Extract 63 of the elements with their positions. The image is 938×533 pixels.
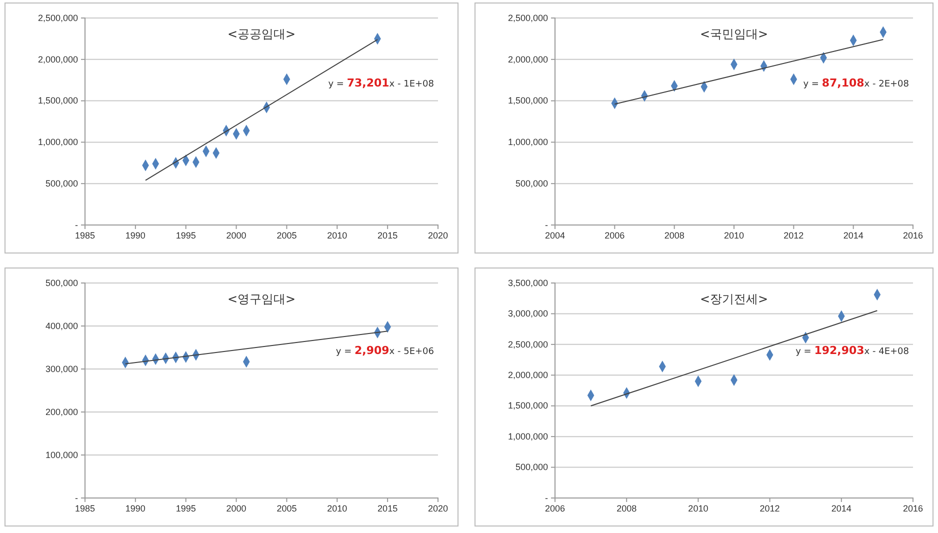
x-tick-label: 2000 [226, 503, 246, 514]
x-tick-label: 2005 [276, 230, 297, 240]
y-tick-label: 400,000 [45, 320, 78, 331]
y-tick-label: 1,500,000 [508, 400, 548, 411]
y-tick-label: 1,000,000 [508, 137, 548, 148]
y-tick-label: 1,500,000 [38, 96, 78, 106]
x-tick-label: 1985 [74, 503, 96, 514]
y-tick-label: 200,000 [45, 406, 78, 417]
y-tick-label: - [545, 492, 548, 503]
x-tick-label: 2020 [428, 503, 448, 514]
y-tick-label: 100,000 [45, 450, 78, 460]
annotation: y = 87,108x - 2E+08 [803, 76, 910, 90]
y-tick-label: 2,500,000 [38, 12, 78, 23]
y-tick-label: 1,000,000 [38, 137, 78, 148]
x-tick-label: 1995 [176, 503, 196, 514]
x-tick-label: 1990 [125, 503, 146, 514]
x-tick-label: 2000 [226, 230, 246, 240]
y-tick-label: - [75, 220, 78, 230]
y-tick-label: 500,000 [515, 462, 548, 472]
annotation: y = 192,903x - 4E+08 [796, 344, 910, 357]
text: <국민임대> [700, 27, 768, 41]
y-tick-label: 2,500,000 [508, 339, 548, 350]
y-tick-label: 2,000,000 [508, 54, 548, 64]
x-tick-label: 2014 [831, 503, 852, 514]
y-tick-label: 1,000,000 [508, 431, 548, 442]
x-tick-label: 2008 [664, 230, 684, 240]
y-tick-label: 300,000 [45, 364, 78, 374]
x-tick-label: 2005 [276, 503, 297, 514]
y-tick-label: 3,000,000 [508, 308, 548, 319]
x-tick-label: 2020 [428, 230, 448, 240]
y-tick-label: 1,500,000 [508, 96, 548, 106]
x-tick-label: 2008 [616, 503, 637, 514]
x-tick-label: 2004 [544, 230, 566, 240]
y-tick-label: 500,000 [45, 178, 78, 188]
x-tick-label: 2006 [544, 503, 566, 514]
y-tick-label: - [75, 492, 78, 503]
text: <장기전세> [700, 292, 768, 306]
x-tick-label: 1995 [176, 230, 196, 240]
annotation: y = 2,909x - 5E+06 [336, 344, 434, 357]
x-tick-label: 2014 [843, 230, 864, 240]
x-tick-label: 2016 [902, 230, 924, 240]
x-tick-label: 1985 [74, 230, 96, 240]
x-tick-label: 2012 [784, 230, 804, 240]
text: <영구임대> [227, 292, 296, 306]
y-tick-label: 2,000,000 [38, 54, 78, 64]
y-tick-label: - [545, 220, 548, 230]
x-tick-label: 2015 [378, 230, 398, 240]
x-tick-label: 2016 [902, 503, 924, 514]
x-tick-label: 2010 [327, 230, 348, 240]
annotation: y = 73,201x - 1E+08 [328, 76, 434, 90]
y-tick-label: 2,000,000 [508, 370, 548, 380]
x-tick-label: 2010 [724, 230, 744, 240]
y-tick-label: 500,000 [515, 178, 548, 188]
x-tick-label: 2010 [327, 503, 348, 514]
x-tick-label: 2015 [378, 503, 398, 514]
x-tick-label: 2010 [688, 503, 708, 514]
x-tick-label: 1990 [125, 230, 146, 240]
y-tick-label: 3,500,000 [508, 278, 548, 288]
text: <공공임대> [227, 27, 296, 41]
x-tick-label: 2006 [604, 230, 625, 240]
y-tick-label: 500,000 [45, 278, 78, 288]
x-tick-label: 2012 [760, 503, 780, 514]
y-tick-label: 2,500,000 [508, 12, 548, 23]
